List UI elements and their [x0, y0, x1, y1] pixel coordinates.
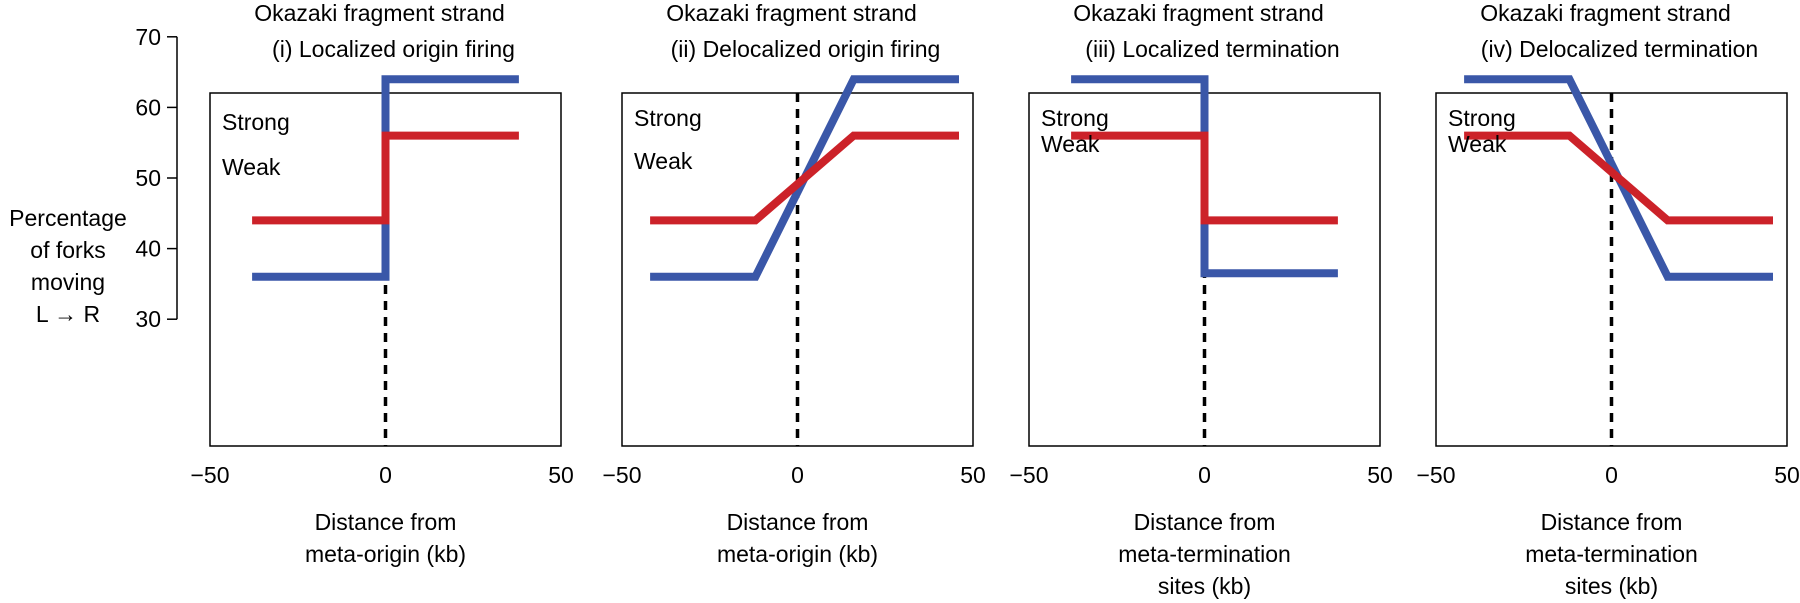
x-tick-label: −50	[1009, 462, 1048, 488]
panel-subtitle: (i) Localized origin firing	[272, 36, 515, 62]
y-tick-label: 70	[135, 24, 161, 50]
x-tick-label: −50	[602, 462, 641, 488]
y-axis-label: Percentage of forks moving L → R	[9, 205, 127, 327]
x-axis-label-line: Distance from	[315, 509, 457, 535]
y-axis: 30 40 50 60 70	[135, 24, 178, 332]
series-line-weak	[252, 131, 519, 225]
legend-strong: Strong	[634, 105, 702, 131]
y-axis-label-line: moving	[31, 269, 105, 295]
x-tick-label: 0	[1198, 462, 1211, 488]
panel-2: Okazaki fragment strand (ii) Delocalized …	[602, 0, 985, 567]
panel-1: Okazaki fragment strand (i) Localized ori…	[190, 0, 573, 567]
y-axis-label-line: Percentage	[9, 205, 127, 231]
x-tick-label: 0	[379, 462, 392, 488]
panel-title-line: Okazaki fragment strand	[254, 0, 505, 26]
legend-weak: Weak	[222, 154, 281, 180]
panel-4: Okazaki fragment strand (iv) Delocalized …	[1416, 0, 1799, 599]
y-axis-label-line: of forks	[30, 237, 105, 263]
x-axis-label-line: Distance from	[1134, 509, 1276, 535]
legend-weak: Weak	[1041, 131, 1100, 157]
series-line-weak	[650, 131, 959, 225]
panel-title-line: Okazaki fragment strand	[1480, 0, 1731, 26]
x-tick-label: 0	[1605, 462, 1618, 488]
series-line-weak	[1464, 131, 1773, 225]
legend-strong: Strong	[1041, 105, 1109, 131]
x-tick-label: 0	[791, 462, 804, 488]
x-axis-label-line: meta-origin (kb)	[717, 541, 878, 567]
panel-3: Okazaki fragment strand (iii) Localized t…	[1009, 0, 1392, 599]
panel-subtitle: (iv) Delocalized termination	[1481, 36, 1758, 62]
x-tick-label: 50	[960, 462, 986, 488]
x-tick-label: −50	[1416, 462, 1455, 488]
y-tick-label: 40	[135, 236, 161, 262]
x-axis-label-line: Distance from	[1541, 509, 1683, 535]
x-tick-label: 50	[1774, 462, 1800, 488]
y-tick-label: 50	[135, 165, 161, 191]
x-tick-label: −50	[190, 462, 229, 488]
panel-subtitle: (iii) Localized termination	[1085, 36, 1339, 62]
x-axis-label-line: meta-termination	[1118, 541, 1291, 567]
y-axis-label-line: L → R	[36, 301, 100, 327]
x-axis-label-line: sites (kb)	[1565, 573, 1658, 599]
x-axis-label-line: sites (kb)	[1158, 573, 1251, 599]
y-tick-label: 60	[135, 94, 161, 120]
x-axis-label-line: meta-termination	[1525, 541, 1698, 567]
legend-weak: Weak	[634, 148, 693, 174]
legend-strong: Strong	[1448, 105, 1516, 131]
series-line-weak	[1071, 131, 1338, 225]
y-tick-label: 30	[135, 306, 161, 332]
panel-title-line: Okazaki fragment strand	[666, 0, 917, 26]
x-tick-label: 50	[1367, 462, 1393, 488]
x-axis-label-line: Distance from	[727, 509, 869, 535]
panel-title-line: Okazaki fragment strand	[1073, 0, 1324, 26]
panel-subtitle: (ii) Delocalized origin firing	[671, 36, 941, 62]
x-axis-label-line: meta-origin (kb)	[305, 541, 466, 567]
legend-strong: Strong	[222, 109, 290, 135]
x-tick-label: 50	[548, 462, 574, 488]
legend-weak: Weak	[1448, 131, 1507, 157]
